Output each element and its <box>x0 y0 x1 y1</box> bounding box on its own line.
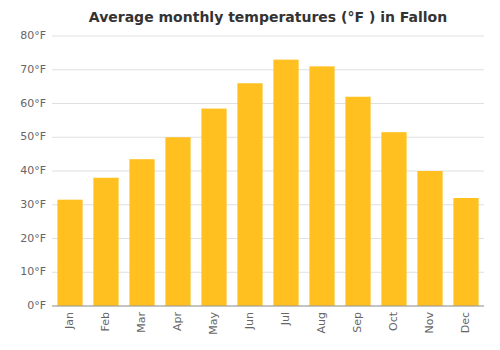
x-axis-line <box>52 306 484 307</box>
bar <box>237 83 262 306</box>
grid-line <box>52 36 484 37</box>
x-tick-label: Jul <box>279 312 292 326</box>
bar <box>417 171 442 306</box>
x-tick-label: Apr <box>171 312 184 332</box>
x-tick-label: Feb <box>99 312 112 331</box>
y-tick-label: 20°F <box>20 232 46 245</box>
bar <box>165 137 190 306</box>
page: {"chart_data": {"type": "bar", "title": … <box>0 0 500 350</box>
y-tick-label: 80°F <box>20 29 46 42</box>
bar <box>273 60 298 306</box>
x-tick-label: Nov <box>423 312 436 334</box>
y-tick-label: 60°F <box>20 97 46 110</box>
bars <box>57 60 478 306</box>
bar <box>309 66 334 306</box>
y-tick-label: 70°F <box>20 63 46 76</box>
y-tick-label: 40°F <box>20 164 46 177</box>
bar <box>381 132 406 306</box>
y-tick-label: 0°F <box>27 299 46 312</box>
x-tick-label: Oct <box>387 311 400 331</box>
y-tick-label: 50°F <box>20 130 46 143</box>
bar <box>129 159 154 306</box>
bar <box>57 200 82 306</box>
bar <box>345 97 370 306</box>
x-tick-label: Aug <box>315 312 328 333</box>
x-tick-label: May <box>207 312 220 335</box>
x-tick-label: Jan <box>63 312 76 330</box>
title: Average monthly temperatures (°F ) in Fa… <box>89 9 447 25</box>
x-tick-label: Sep <box>351 312 364 333</box>
grid-line <box>52 306 484 307</box>
chart-container: Average monthly temperatures (°F ) in Fa… <box>0 0 500 350</box>
y-tick-label: 10°F <box>20 265 46 278</box>
chart: Average monthly temperatures (°F ) in Fa… <box>0 0 500 350</box>
grid-line <box>52 69 484 70</box>
grid <box>52 36 484 306</box>
grid-line <box>52 137 484 138</box>
bar <box>453 198 478 306</box>
y-axis: 0°F 10°F 20°F 30°F 40°F 50°F 60°F 70°F 80°F <box>20 29 46 312</box>
x-tick-label: Dec <box>459 312 472 333</box>
x-axis: Jan Feb Mar Apr May Jun Jul Aug Sep Oct Nov Dec <box>52 306 484 335</box>
bar <box>93 178 118 306</box>
x-tick-label: Jun <box>243 312 256 330</box>
bar <box>201 109 226 306</box>
x-tick-label: Mar <box>135 312 148 333</box>
grid-line <box>52 103 484 104</box>
y-tick-label: 30°F <box>20 198 46 211</box>
